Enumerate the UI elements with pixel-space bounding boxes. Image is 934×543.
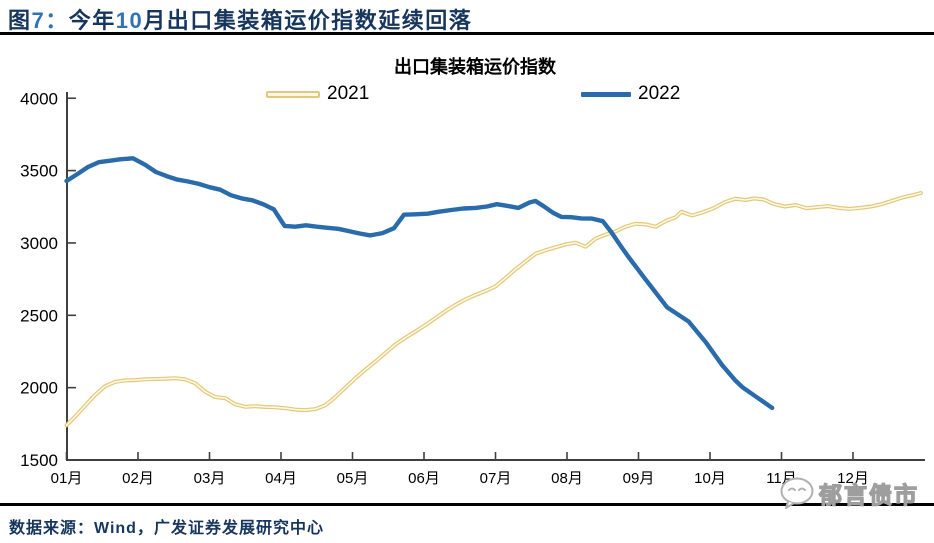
chart-title: 出口集装箱运价指数: [394, 57, 556, 77]
x-tick-label: 03月: [194, 470, 226, 487]
x-tick-label: 09月: [623, 470, 655, 487]
x-tick-label: 02月: [122, 470, 154, 487]
figure-title: 图7：今年10月出口集装箱运价指数延续回落: [8, 3, 472, 35]
chat-face-icon: [780, 477, 814, 509]
figure-title-segment: 月出口集装箱运价指数延续回落: [143, 8, 473, 33]
y-tick-label: 2500: [20, 306, 58, 325]
top-divider: [0, 32, 934, 35]
legend-line-2022-icon: [581, 91, 631, 97]
series-2021-line: [64, 191, 923, 428]
legend-item-2021: 2021: [266, 83, 370, 104]
y-tick-label: 3000: [20, 234, 58, 253]
x-tick-label: 06月: [408, 470, 440, 487]
figure-title-segment: 10: [115, 8, 144, 33]
legend-label-2022: 2022: [638, 83, 681, 104]
x-tick-label: 01月: [51, 470, 83, 487]
series-2021-line-inner: [65, 192, 922, 427]
x-tick-label: 07月: [480, 470, 512, 487]
figure-title-segment: 图: [8, 8, 32, 33]
legend-item-2022: 2022: [581, 83, 681, 104]
x-tick-label: 05月: [337, 470, 369, 487]
x-tick-label: 08月: [551, 470, 583, 487]
watermark-text: 郁言债市: [818, 481, 919, 508]
legend-line-2021-icon: [266, 90, 320, 98]
figure-title-segment: 7：: [31, 8, 69, 33]
axis-frame: [66, 92, 925, 461]
series-2022-line: [64, 156, 775, 411]
watermark: 郁言债市: [778, 476, 919, 510]
bottom-divider: [0, 503, 934, 506]
data-source: 数据来源：Wind，广发证券发展研究中心: [9, 520, 324, 537]
legend-label-2021: 2021: [327, 83, 370, 104]
y-tick-label: 1500: [20, 451, 58, 470]
x-tick-label: 10月: [694, 470, 726, 487]
figure-title-segment: 今年: [68, 8, 116, 33]
y-tick-label: 2000: [20, 379, 58, 398]
x-tick-label: 04月: [265, 470, 297, 487]
y-tick-label: 3500: [20, 162, 58, 181]
y-tick-label: 4000: [20, 89, 58, 108]
